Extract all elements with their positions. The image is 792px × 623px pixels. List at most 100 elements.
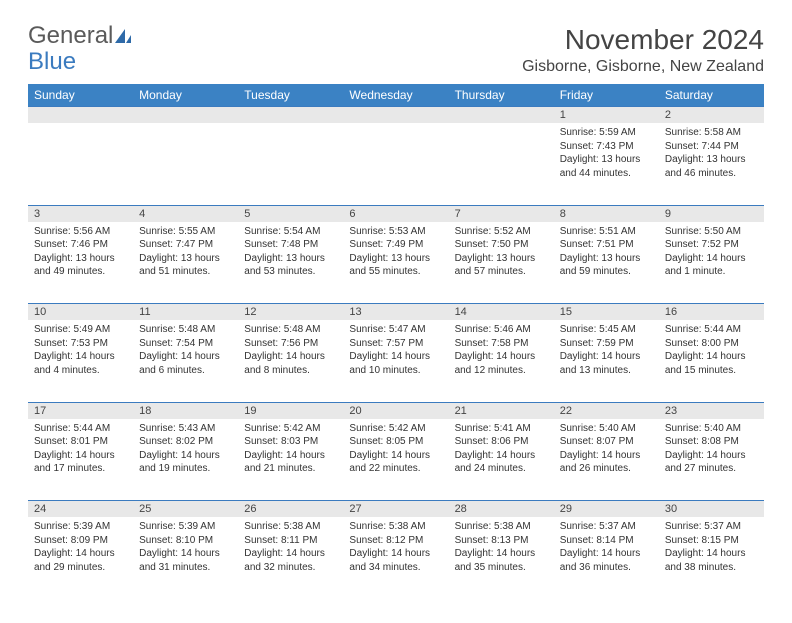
daynum-row: 17181920212223 [28, 402, 764, 419]
sunrise-text: Sunrise: 5:54 AM [244, 225, 337, 239]
daylight-text: Daylight: 14 hours [244, 547, 337, 561]
day-cell [238, 123, 343, 205]
sunset-text: Sunset: 8:09 PM [34, 534, 127, 548]
sunset-text: Sunset: 8:13 PM [455, 534, 548, 548]
day-number [343, 107, 448, 124]
sunset-text: Sunset: 7:48 PM [244, 238, 337, 252]
day-cell: Sunrise: 5:38 AMSunset: 8:13 PMDaylight:… [449, 517, 554, 599]
sunrise-text: Sunrise: 5:58 AM [665, 126, 758, 140]
brand-word1: General [28, 22, 113, 49]
daylight-text: and 12 minutes. [455, 364, 548, 378]
weekday-header: Saturday [659, 84, 764, 107]
sunrise-text: Sunrise: 5:46 AM [455, 323, 548, 337]
daylight-text: and 17 minutes. [34, 462, 127, 476]
day-number: 5 [238, 205, 343, 222]
daylight-text: and 15 minutes. [665, 364, 758, 378]
day-number: 14 [449, 304, 554, 321]
month-title: November 2024 [522, 24, 764, 56]
sunrise-text: Sunrise: 5:38 AM [455, 520, 548, 534]
daylight-text: and 26 minutes. [560, 462, 653, 476]
daylight-text: Daylight: 14 hours [139, 547, 232, 561]
daylight-text: Daylight: 14 hours [560, 449, 653, 463]
sunset-text: Sunset: 7:50 PM [455, 238, 548, 252]
daylight-text: and 21 minutes. [244, 462, 337, 476]
calendar-table: Sunday Monday Tuesday Wednesday Thursday… [28, 84, 764, 599]
sail-icon [113, 27, 133, 50]
day-number: 16 [659, 304, 764, 321]
day-cell: Sunrise: 5:37 AMSunset: 8:14 PMDaylight:… [554, 517, 659, 599]
day-number: 22 [554, 402, 659, 419]
daylight-text: and 13 minutes. [560, 364, 653, 378]
sunrise-text: Sunrise: 5:43 AM [139, 422, 232, 436]
daylight-text: and 38 minutes. [665, 561, 758, 575]
sunset-text: Sunset: 7:58 PM [455, 337, 548, 351]
day-number: 29 [554, 501, 659, 518]
sunrise-text: Sunrise: 5:44 AM [665, 323, 758, 337]
daylight-text: and 36 minutes. [560, 561, 653, 575]
sunrise-text: Sunrise: 5:39 AM [34, 520, 127, 534]
day-number [28, 107, 133, 124]
header: General Blue November 2024 Gisborne, Gis… [28, 24, 764, 76]
daylight-text: and 35 minutes. [455, 561, 548, 575]
sunrise-text: Sunrise: 5:40 AM [560, 422, 653, 436]
daylight-text: Daylight: 14 hours [34, 350, 127, 364]
day-number: 6 [343, 205, 448, 222]
sunrise-text: Sunrise: 5:56 AM [34, 225, 127, 239]
daylight-text: and 51 minutes. [139, 265, 232, 279]
sunset-text: Sunset: 7:46 PM [34, 238, 127, 252]
day-content-row: Sunrise: 5:49 AMSunset: 7:53 PMDaylight:… [28, 320, 764, 402]
daylight-text: and 10 minutes. [349, 364, 442, 378]
sunrise-text: Sunrise: 5:41 AM [455, 422, 548, 436]
day-cell: Sunrise: 5:38 AMSunset: 8:12 PMDaylight:… [343, 517, 448, 599]
daynum-row: 10111213141516 [28, 304, 764, 321]
daylight-text: and 34 minutes. [349, 561, 442, 575]
sunrise-text: Sunrise: 5:51 AM [560, 225, 653, 239]
sunrise-text: Sunrise: 5:48 AM [139, 323, 232, 337]
sunrise-text: Sunrise: 5:47 AM [349, 323, 442, 337]
day-number: 27 [343, 501, 448, 518]
day-number: 28 [449, 501, 554, 518]
daylight-text: and 55 minutes. [349, 265, 442, 279]
sunset-text: Sunset: 7:54 PM [139, 337, 232, 351]
day-cell: Sunrise: 5:47 AMSunset: 7:57 PMDaylight:… [343, 320, 448, 402]
day-number: 7 [449, 205, 554, 222]
sunrise-text: Sunrise: 5:53 AM [349, 225, 442, 239]
day-number: 25 [133, 501, 238, 518]
day-number: 23 [659, 402, 764, 419]
weekday-header: Tuesday [238, 84, 343, 107]
daylight-text: and 32 minutes. [244, 561, 337, 575]
sunrise-text: Sunrise: 5:49 AM [34, 323, 127, 337]
sunset-text: Sunset: 8:03 PM [244, 435, 337, 449]
day-number [449, 107, 554, 124]
daynum-row: 24252627282930 [28, 501, 764, 518]
sunset-text: Sunset: 8:02 PM [139, 435, 232, 449]
day-number: 10 [28, 304, 133, 321]
day-content-row: Sunrise: 5:44 AMSunset: 8:01 PMDaylight:… [28, 419, 764, 501]
daylight-text: Daylight: 14 hours [349, 350, 442, 364]
daynum-row: 12 [28, 107, 764, 124]
day-cell: Sunrise: 5:41 AMSunset: 8:06 PMDaylight:… [449, 419, 554, 501]
day-number: 15 [554, 304, 659, 321]
daylight-text: Daylight: 14 hours [560, 547, 653, 561]
sunset-text: Sunset: 8:06 PM [455, 435, 548, 449]
daylight-text: and 57 minutes. [455, 265, 548, 279]
day-cell: Sunrise: 5:39 AMSunset: 8:10 PMDaylight:… [133, 517, 238, 599]
sunset-text: Sunset: 8:05 PM [349, 435, 442, 449]
daylight-text: Daylight: 14 hours [560, 350, 653, 364]
weekday-header-row: Sunday Monday Tuesday Wednesday Thursday… [28, 84, 764, 107]
daylight-text: and 4 minutes. [34, 364, 127, 378]
day-number: 24 [28, 501, 133, 518]
daylight-text: and 46 minutes. [665, 167, 758, 181]
daylight-text: and 49 minutes. [34, 265, 127, 279]
day-number: 30 [659, 501, 764, 518]
daylight-text: and 8 minutes. [244, 364, 337, 378]
sunset-text: Sunset: 7:44 PM [665, 140, 758, 154]
daylight-text: and 19 minutes. [139, 462, 232, 476]
daylight-text: and 44 minutes. [560, 167, 653, 181]
day-cell: Sunrise: 5:56 AMSunset: 7:46 PMDaylight:… [28, 222, 133, 304]
daylight-text: Daylight: 14 hours [244, 350, 337, 364]
daylight-text: and 24 minutes. [455, 462, 548, 476]
weekday-header: Wednesday [343, 84, 448, 107]
day-cell: Sunrise: 5:52 AMSunset: 7:50 PMDaylight:… [449, 222, 554, 304]
daylight-text: Daylight: 14 hours [665, 252, 758, 266]
